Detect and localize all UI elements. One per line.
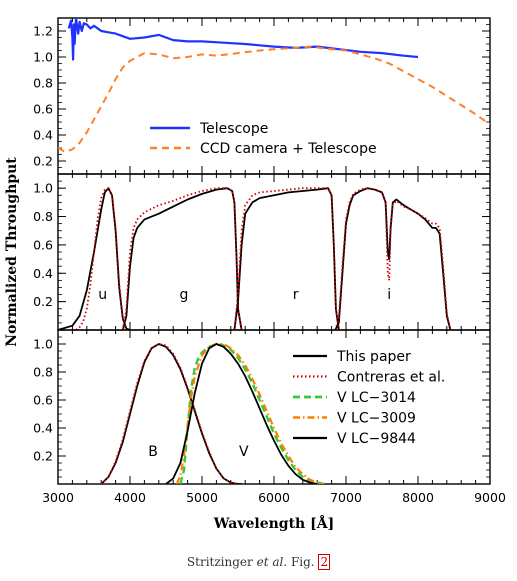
- band-label-g: g: [180, 287, 189, 303]
- series-contreras-et-al-: [100, 343, 239, 484]
- plot-frame: [57, 329, 491, 485]
- legend-label: V LC−9844: [337, 431, 416, 447]
- figure-caption: Stritzinger et al. Fig. 2: [0, 554, 517, 570]
- figure-ref-link[interactable]: 2: [318, 554, 331, 570]
- x-tick-label: 4000: [114, 490, 146, 505]
- x-tick-label: 6000: [258, 490, 290, 505]
- legend-label: This paper: [336, 349, 411, 365]
- legend-label: V LC−3014: [337, 390, 416, 406]
- legend-label: V LC−3009: [337, 411, 416, 427]
- y-tick-label: 0.8: [33, 76, 53, 91]
- x-tick-label: 5000: [186, 490, 218, 505]
- series-contreras-u: [75, 187, 128, 330]
- x-tick-label: 3000: [42, 490, 74, 505]
- band-label-i: i: [387, 287, 391, 303]
- y-tick-label: 0.2: [33, 154, 53, 169]
- y-tick-label: 0.6: [33, 393, 53, 408]
- plot-frame: [57, 173, 491, 331]
- y-axis-title: Normalized Throughput: [4, 157, 20, 347]
- y-tick-label: 0.6: [33, 237, 53, 252]
- caption-italic: et al.: [256, 555, 288, 569]
- series-this-paper: [100, 343, 242, 484]
- x-tick-label: 7000: [330, 490, 362, 505]
- y-tick-label: 0.6: [33, 102, 53, 117]
- series-v-lc-3009: [175, 342, 325, 484]
- y-tick-label: 0.8: [33, 209, 53, 224]
- series-telescope: [67, 18, 419, 61]
- legend-label: Telescope: [199, 121, 268, 137]
- series-this-paper-i: [334, 187, 452, 330]
- panel-top: 0.2 0.4 0.6 0.8 1.0 1.2 Telescope CCD camera + …: [33, 17, 491, 175]
- y-tick-label: 0.4: [33, 421, 53, 436]
- x-tick-label: 8000: [402, 490, 434, 505]
- y-tick-label: 0.8: [33, 365, 53, 380]
- panel-middle: 0.2 0.4 0.6 0.8 1.0 u g r i: [33, 173, 491, 331]
- y-tick-label: 1.2: [33, 24, 53, 39]
- legend-label: CCD camera + Telescope: [200, 141, 377, 157]
- series-this-paper-u: [58, 187, 131, 330]
- y-tick-label: 0.4: [33, 128, 53, 143]
- series-this-paper-r: [233, 187, 340, 330]
- band-label-b: B: [148, 444, 158, 460]
- y-tick-label: 1.0: [33, 337, 53, 352]
- y-tick-label: 1.0: [33, 50, 53, 65]
- caption-prefix: Stritzinger: [186, 555, 257, 569]
- y-tick-label: 0.4: [33, 266, 53, 281]
- x-tick-label: 9000: [474, 490, 506, 505]
- y-tick-label: 1.0: [33, 181, 53, 196]
- series-v-lc-3014: [179, 342, 325, 484]
- caption-middle: Fig.: [287, 555, 319, 569]
- series-ccd-camera-telescope: [58, 45, 490, 153]
- series-contreras-i: [334, 187, 452, 330]
- band-label-v: V: [239, 444, 249, 460]
- y-tick-label: 0.2: [33, 294, 53, 309]
- band-label-r: r: [293, 287, 299, 303]
- panel-bottom: 0.2 0.4 0.6 0.8 1.0 B V This paper Contreras et …: [33, 329, 506, 505]
- series-contreras-r: [233, 187, 340, 330]
- series-v-lc-9844: [165, 343, 318, 484]
- series-contreras-g: [121, 187, 243, 330]
- series-this-paper-g: [121, 187, 243, 330]
- y-tick-label: 0.2: [33, 449, 53, 464]
- legend-label: Contreras et al.: [337, 370, 445, 386]
- band-label-u: u: [98, 287, 107, 303]
- x-axis-title: Wavelength [Å]: [213, 514, 334, 532]
